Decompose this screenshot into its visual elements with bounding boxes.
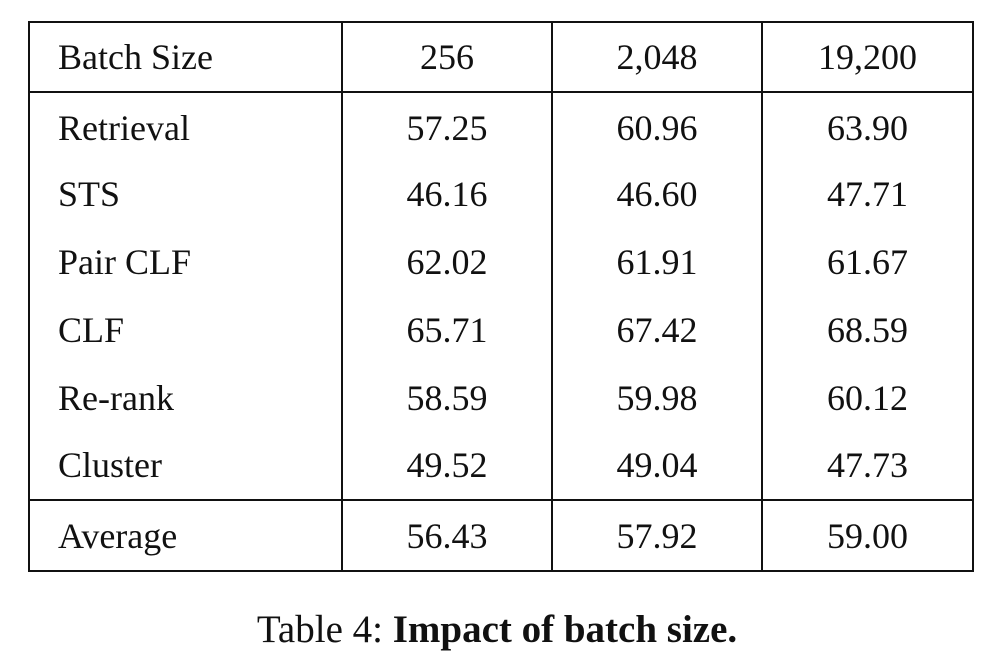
row-label: Retrieval [58,107,190,148]
table-cell: 47.71 [761,160,973,228]
table-caption: Table 4: Impact of batch size. [0,610,994,649]
table-cell: 46.60 [551,160,762,228]
table-cell: 56.43 [341,499,552,571]
table-cell: 49.52 [341,432,552,500]
table-cell: 46.16 [341,160,552,228]
table-cell: 59.00 [761,499,973,571]
table-row: Cluster 49.52 49.04 47.73 [29,432,973,500]
table-row: CLF 65.71 67.42 68.59 [29,296,973,364]
table-row: Re-rank 58.59 59.98 60.12 [29,364,973,432]
table-cell: 68.59 [761,296,973,364]
table-cell: 63.90 [761,92,973,160]
table-footer-row: Average 56.43 57.92 59.00 [29,499,973,571]
table-cell: 62.02 [341,228,552,296]
table-cell: 58.59 [341,364,552,432]
header-cell-label: Batch Size [29,22,342,93]
table-cell: 60.12 [761,364,973,432]
table-row: Pair CLF 62.02 61.91 61.67 [29,228,973,296]
table-cell: 49.04 [551,432,762,500]
table-row: Retrieval 57.25 60.96 63.90 [29,92,973,160]
table-cell: 67.42 [551,296,762,364]
batch-size-table: Batch Size 256 2,048 19,200 Retrieval 57… [28,21,974,572]
row-label: STS [58,174,121,214]
table-cell: 65.71 [341,296,552,364]
table-cell: 61.67 [761,228,973,296]
row-label: Pair CLF [58,242,192,282]
table-cell: 60.96 [551,92,762,160]
table-cell: 57.25 [341,92,552,160]
results-table-container: Batch Size 256 2,048 19,200 Retrieval 57… [28,21,974,572]
table-cell: 59.98 [551,364,762,432]
row-label: Re-rank [58,378,174,418]
table-header-row: Batch Size 256 2,048 19,200 [29,22,973,93]
header-cell-19200: 19,200 [761,22,973,93]
row-label: Cluster [58,444,162,485]
table-row: STS 46.16 46.60 47.71 [29,160,973,228]
table-cell: 57.92 [551,499,762,571]
header-cell-256: 256 [341,22,552,93]
table-cell: 47.73 [761,432,973,500]
row-label: Average [29,499,342,571]
header-cell-2048: 2,048 [551,22,762,93]
row-label: CLF [58,310,125,350]
caption-prefix: Table 4: [256,608,383,651]
caption-text: Impact of batch size. [392,608,738,651]
table-cell: 61.91 [551,228,762,296]
